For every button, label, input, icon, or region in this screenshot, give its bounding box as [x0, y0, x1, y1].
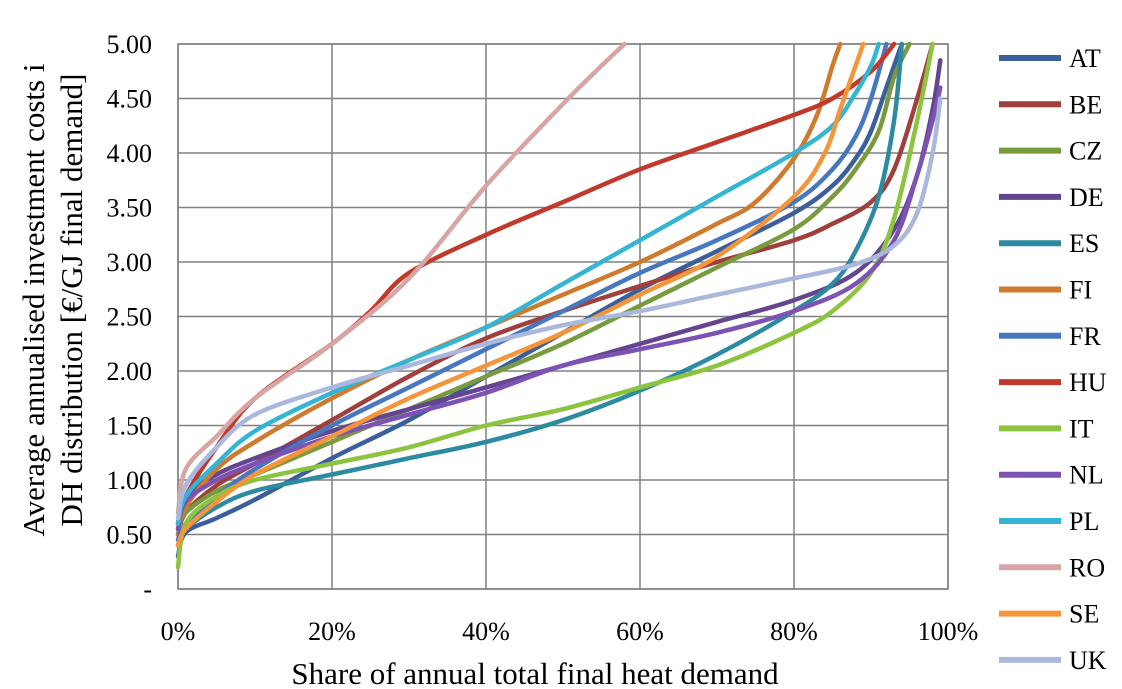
legend-label: DE — [1069, 183, 1104, 212]
legend-label: AT — [1069, 44, 1101, 73]
legend-item-nl: NL — [999, 461, 1104, 490]
legend-item-fr: FR — [999, 322, 1101, 351]
y-tick-label: 3.50 — [107, 194, 153, 223]
legend-label: CZ — [1069, 137, 1102, 166]
y-tick-label: 5.00 — [107, 30, 153, 59]
legend-item-it: IT — [999, 414, 1094, 443]
y-tick-label: 3.00 — [107, 248, 153, 277]
series-line-it — [178, 44, 933, 567]
x-tick-label: 100% — [918, 617, 979, 646]
legend-item-be: BE — [999, 90, 1102, 119]
legend-item-uk: UK — [999, 646, 1107, 675]
legend-item-cz: CZ — [999, 137, 1102, 166]
legend-item-at: AT — [999, 44, 1101, 73]
x-tick-label: 40% — [462, 617, 510, 646]
series-line-se — [178, 44, 863, 545]
y-axis-ticks: - 0.50 1.00 1.50 2.00 2.50 3.00 3.50 4.00 4.50 5.0… — [107, 30, 153, 604]
x-tick-label: 60% — [616, 617, 664, 646]
series-lines — [178, 44, 940, 567]
y-axis-title-line-1: Average annualised investment costs i — [16, 63, 51, 536]
y-tick-label: - — [143, 575, 152, 604]
legend-label: FI — [1069, 276, 1092, 305]
legend-item-se: SE — [999, 600, 1099, 629]
legend-label: FR — [1069, 322, 1101, 351]
y-tick-label: 4.00 — [107, 139, 153, 168]
y-tick-label: 2.50 — [107, 303, 153, 332]
legend-item-fi: FI — [999, 276, 1092, 305]
y-axis-title-line-2: DH distribution [€/GJ final demand] — [54, 74, 89, 527]
legend-label: SE — [1069, 600, 1099, 629]
legend-label: UK — [1069, 646, 1107, 675]
x-tick-label: 0% — [161, 617, 196, 646]
legend-label: BE — [1069, 90, 1102, 119]
legend-label: HU — [1069, 368, 1107, 397]
y-tick-label: 0.50 — [107, 521, 153, 550]
y-tick-label: 1.00 — [107, 466, 153, 495]
y-tick-label: 2.00 — [107, 357, 153, 386]
legend-label: NL — [1069, 461, 1104, 490]
legend-item-hu: HU — [999, 368, 1107, 397]
x-tick-label: 80% — [770, 617, 818, 646]
legend-item-ro: RO — [999, 553, 1105, 582]
y-axis-title: Average annualised investment costs i DH… — [16, 63, 89, 536]
legend: AT BE CZ DE ES FI FR HU IT NL PL RO SE UK — [999, 44, 1107, 675]
legend-label: RO — [1069, 553, 1105, 582]
legend-item-pl: PL — [999, 507, 1099, 536]
legend-label: PL — [1069, 507, 1099, 536]
legend-label: IT — [1069, 414, 1094, 443]
x-tick-label: 20% — [308, 617, 356, 646]
legend-item-de: DE — [999, 183, 1104, 212]
y-tick-label: 4.50 — [107, 85, 153, 114]
x-axis-title: Share of annual total final heat demand — [291, 656, 779, 689]
y-tick-label: 1.50 — [107, 412, 153, 441]
legend-item-es: ES — [999, 229, 1099, 258]
legend-label: ES — [1069, 229, 1099, 258]
x-axis-ticks: 0% 20% 40% 60% 80% 100% — [161, 617, 979, 646]
